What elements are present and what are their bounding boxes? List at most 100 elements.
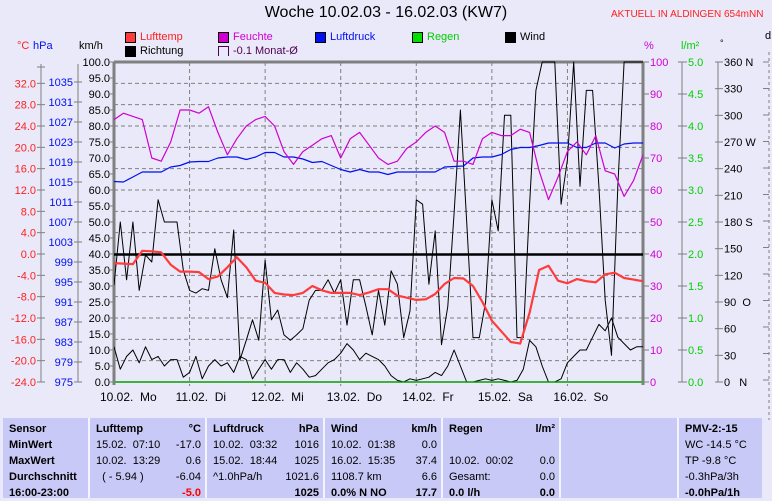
table-row	[567, 485, 673, 501]
cell-value: km/h	[411, 423, 437, 435]
rain-tick-label: 0.0	[688, 377, 703, 389]
rain-tick-label: 3.5	[688, 153, 703, 165]
direction-tick-label: 300	[724, 110, 742, 122]
wind-tick-label: 60.0	[89, 185, 110, 197]
unit-humidity: %	[644, 40, 654, 52]
humidity-tick-label: 70	[650, 153, 662, 165]
table-row: TP -9.8 °C	[685, 453, 758, 469]
humidity-tick-label: 40	[650, 249, 662, 261]
table-header: Sensor	[9, 421, 84, 437]
humidity-tick-label: 20	[650, 313, 662, 325]
table-row: Durchschnitt	[9, 469, 84, 485]
wind-tick-label: 90.0	[89, 89, 110, 101]
cell-label: ( - 5.94 )	[96, 471, 144, 483]
series-lufttemp	[114, 249, 643, 345]
humidity-tick-label: 50	[650, 217, 662, 229]
table-row: 10.02. 13:29 0.6	[96, 453, 201, 469]
cell-value: 17.7	[415, 487, 437, 499]
cell-label: ^1.0hPa/h	[213, 471, 263, 483]
rain-tick-label: 1.5	[688, 281, 703, 293]
wind-swatch	[505, 31, 516, 43]
monat-swatch	[218, 46, 229, 56]
cell-value: 0.0	[539, 487, 555, 499]
direction-tick-label: 270 W	[724, 137, 756, 149]
humidity-tick-label: 10	[650, 345, 662, 357]
cell-value: 0.0	[539, 471, 555, 483]
location-label: AKTUELL IN ALDINGEN 654mNN	[611, 9, 764, 20]
regen-swatch	[412, 31, 423, 43]
wind-tick-label: 100.0	[82, 57, 110, 69]
cell-label: 10.02. 13:29	[96, 455, 161, 467]
table-row: -5.0	[96, 485, 201, 501]
legend-lufttemp[interactable]: Lufttemp	[125, 31, 183, 43]
table-row: 0.0% N NO 17.7	[331, 485, 437, 501]
cell-label: 15.02. 18:44	[213, 455, 278, 467]
temp-tick-label: 20.0	[15, 142, 36, 154]
richtung-swatch	[125, 45, 136, 57]
pressure-tick-label: 987	[55, 317, 73, 329]
x-tick-label: 12.02. Mi	[251, 390, 304, 404]
series-wind	[114, 317, 643, 383]
wind-tick-label: 70.0	[89, 153, 110, 165]
weather-chart: 32.0 28.0 24.0 20.0 16.0 12.0 8.0 4.0 0.0 -4.0 -8.…	[11, 52, 770, 420]
cell-label: 1108.7 km	[331, 471, 382, 483]
cell-label: -0.3hPa/3h	[685, 471, 739, 483]
rain-tick-label: 2.0	[688, 249, 703, 261]
wind-tick-label: 50.0	[89, 217, 110, 229]
wind-tick-label: 85.0	[89, 105, 110, 117]
cell-label: MinWert	[9, 439, 53, 451]
cell-label: 10.02. 01:38	[331, 439, 396, 451]
humidity-tick-label: 30	[650, 281, 662, 293]
rain-tick-label: 2.5	[688, 217, 703, 229]
legend-luftdruck[interactable]: Luftdruck	[315, 31, 375, 43]
table-row: 16:00-23:00	[9, 485, 84, 501]
table-header: Luftdruck hPa	[213, 421, 319, 437]
legend-label: Feuchte	[233, 31, 273, 43]
table-row: ^1.0hPa/h 1021.6	[213, 469, 319, 485]
cell-label: Sensor	[9, 423, 47, 435]
rain-tick-label: 1.0	[688, 313, 703, 325]
table-row: MaxWert	[9, 453, 84, 469]
direction-tick-label: 90 O	[724, 297, 751, 309]
legend-richtung[interactable]: Richtung	[125, 45, 183, 57]
series-group	[114, 61, 643, 383]
direction-tick-label: 0 N	[724, 377, 747, 389]
table-column-luftdruck: Luftdruck hPa 10.02. 03:32 1016 15.02. 18:44…	[205, 418, 323, 501]
table-column-wind: Wind km/h 10.02. 01:38 0.0 16.02. 15:35 37.4 1…	[323, 418, 441, 501]
table-header: Regen l/m²	[449, 421, 555, 437]
x-tick-label: 13.02. Do	[327, 390, 383, 404]
table-row: -0.0hPa/1h	[685, 485, 758, 501]
x-tick-label: 11.02. Di	[176, 390, 226, 404]
cell-value: 1025	[294, 455, 319, 467]
pressure-tick-label: 1003	[49, 237, 73, 249]
cell-value: 0.0	[539, 455, 555, 467]
pressure-tick-label: 983	[55, 337, 73, 349]
legend-feuchte[interactable]: Feuchte	[218, 31, 273, 43]
cell-value: l/m²	[535, 423, 555, 435]
table-row: 10.02. 01:38 0.0	[331, 437, 437, 453]
legend-regen[interactable]: Regen	[412, 31, 459, 43]
humidity-tick-label: 100	[650, 57, 668, 69]
wind-tick-label: 55.0	[89, 201, 110, 213]
table-row: 1025	[213, 485, 319, 501]
cell-value: 0.6	[185, 455, 201, 467]
temp-tick-label: 12.0	[15, 185, 36, 197]
cell-value: 1021.6	[285, 471, 319, 483]
pressure-tick-label: 979	[55, 357, 73, 369]
legend-wind[interactable]: Wind	[505, 31, 545, 43]
table-row: 10.02. 03:32 1016	[213, 437, 319, 453]
table-column-lufttemp: Lufttemp °C 15.02. 07:10 -17.0 10.02. 13:29 0…	[88, 418, 205, 501]
wind-tick-label: 0.0	[95, 377, 110, 389]
wind-tick-label: 30.0	[89, 281, 110, 293]
legend-label: Lufttemp	[140, 31, 183, 43]
legend-monat[interactable]: -0.1 Monat-Ø	[218, 45, 298, 57]
legend-label: Regen	[427, 31, 460, 43]
wind-tick-label: 80.0	[89, 121, 110, 133]
temp-tick-label: 16.0	[15, 164, 36, 176]
cell-label: Durchschnitt	[9, 471, 77, 483]
table-row	[567, 437, 673, 453]
table-row	[449, 437, 555, 453]
rain-tick-label: 4.0	[688, 121, 703, 133]
wind-tick-label: 25.0	[89, 297, 110, 309]
rain-tick-label: 0.5	[688, 345, 703, 357]
